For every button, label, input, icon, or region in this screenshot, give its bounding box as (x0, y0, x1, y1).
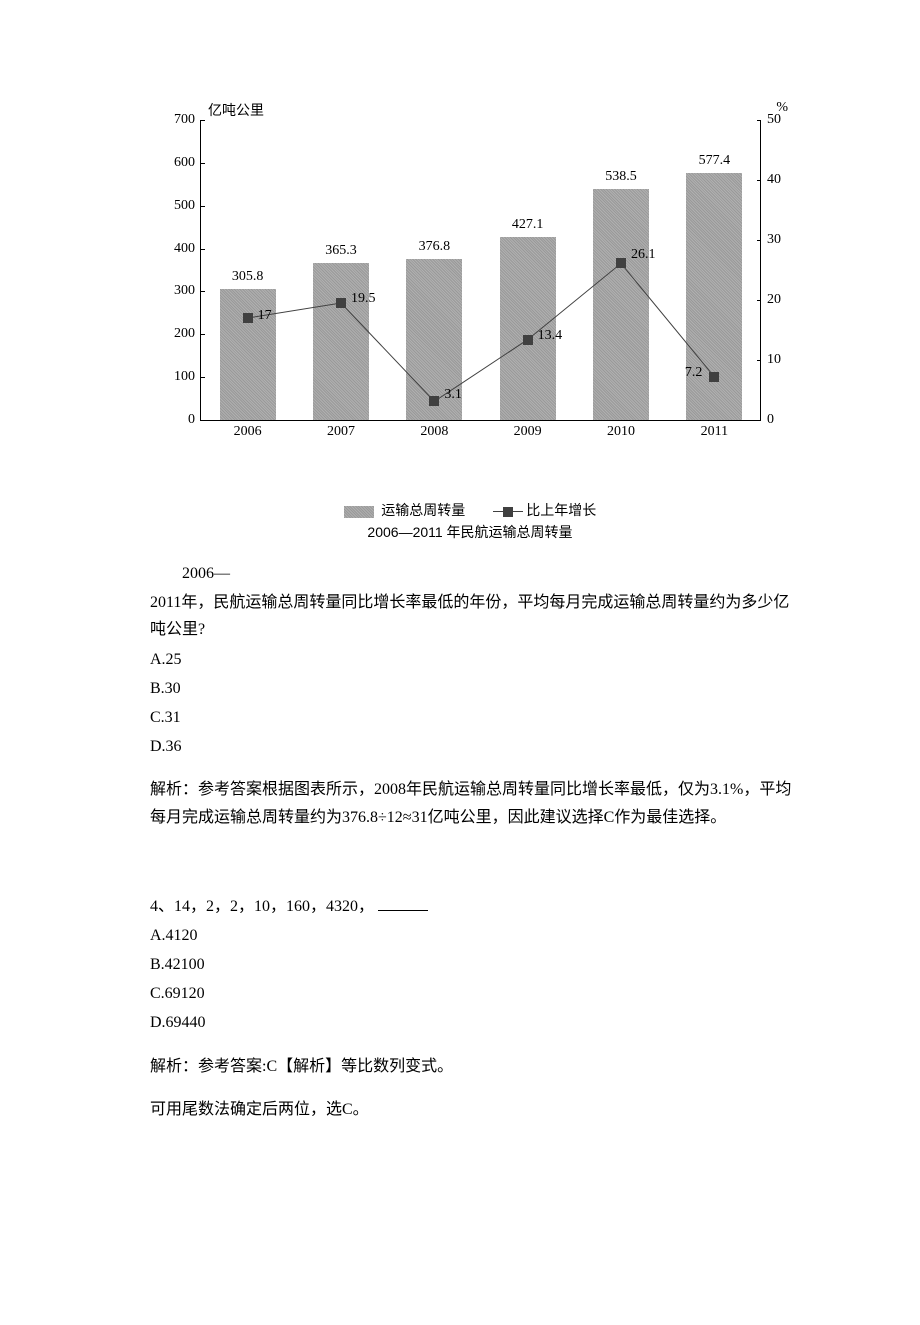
x-tick-label: 2009 (514, 424, 542, 440)
q2-stem-text: 4、14，2，2，10，160，4320， (150, 898, 374, 915)
y-right-tick (757, 420, 761, 421)
q2-stem: 4、14，2，2，10，160，4320， (150, 893, 800, 920)
q2-opt-d: D.69440 (150, 1009, 800, 1036)
line-value-label: 13.4 (538, 328, 563, 344)
y-left-tick-label: 200 (174, 326, 195, 342)
line-value-label: 26.1 (631, 247, 656, 263)
y-left-tick-label: 300 (174, 283, 195, 299)
legend-line-label: 比上年增长 (526, 504, 596, 519)
spacer (150, 833, 800, 893)
x-tick-label: 2006 (234, 424, 262, 440)
blank-underline (378, 910, 428, 911)
point-swatch-icon (503, 507, 513, 517)
y-left-tick (201, 420, 205, 421)
y-right-tick-label: 10 (767, 352, 781, 368)
y-right-tick-label: 0 (767, 412, 774, 428)
y-left-tick-label: 700 (174, 112, 195, 128)
x-tick-label: 2011 (701, 424, 728, 440)
line-point (616, 258, 626, 268)
line-point (429, 396, 439, 406)
y-right-tick-label: 30 (767, 232, 781, 248)
q2-answer-2: 可用尾数法确定后两位，选C。 (150, 1096, 800, 1123)
legend: 运输总周转量 比上年增长 (160, 500, 780, 520)
y-right-tick-label: 50 (767, 112, 781, 128)
chart: 亿吨公里 % 010020030040050060070001020304050… (160, 100, 780, 480)
x-tick-label: 2010 (607, 424, 635, 440)
q1-opt-d: D.36 (150, 733, 800, 760)
line-value-label: 7.2 (685, 365, 703, 381)
page: 亿吨公里 % 010020030040050060070001020304050… (0, 0, 920, 1325)
line-swatch-icon (513, 511, 523, 512)
y-left-tick-label: 0 (188, 412, 195, 428)
legend-line: 比上年增长 (493, 500, 597, 520)
line-point (523, 335, 533, 345)
y-left-unit: 亿吨公里 (208, 100, 264, 120)
y-left-tick-label: 600 (174, 155, 195, 171)
line-value-label: 17 (258, 308, 272, 324)
line-point (336, 298, 346, 308)
y-left-tick-label: 100 (174, 369, 195, 385)
line-value-label: 19.5 (351, 291, 376, 307)
line-swatch-icon (493, 511, 503, 512)
bar-swatch-icon (344, 506, 374, 518)
line-point (243, 313, 253, 323)
q2-opt-a: A.4120 (150, 922, 800, 949)
y-right-tick-label: 20 (767, 292, 781, 308)
y-left-tick-label: 400 (174, 241, 195, 257)
q1-opt-a: A.25 (150, 646, 800, 673)
y-left-tick-label: 500 (174, 198, 195, 214)
x-tick-label: 2008 (420, 424, 448, 440)
line-point (709, 372, 719, 382)
legend-bar-label: 运输总周转量 (381, 504, 465, 519)
q2-answer-1: 解析：参考答案:C【解析】等比数列变式。 (150, 1053, 800, 1080)
q1-answer: 解析：参考答案根据图表所示，2008年民航运输总周转量同比增长率最低，仅为3.1… (150, 776, 800, 830)
q1-opt-b: B.30 (150, 675, 800, 702)
chart-title: 2006—2011 年民航运输总周转量 (160, 522, 780, 542)
plot-area: 010020030040050060070001020304050305.820… (200, 120, 761, 421)
q1-opt-c: C.31 (150, 704, 800, 731)
y-right-tick-label: 40 (767, 172, 781, 188)
q2-opt-b: B.42100 (150, 951, 800, 978)
x-tick-label: 2007 (327, 424, 355, 440)
line-series (201, 120, 761, 420)
q1-stem: 2011年，民航运输总周转量同比增长率最低的年份，平均每月完成运输总周转量约为多… (150, 589, 800, 643)
line-value-label: 3.1 (444, 387, 462, 403)
q2-opt-c: C.69120 (150, 980, 800, 1007)
q1-prefix: 2006— (150, 560, 800, 587)
legend-bar: 运输总周转量 (344, 500, 466, 520)
